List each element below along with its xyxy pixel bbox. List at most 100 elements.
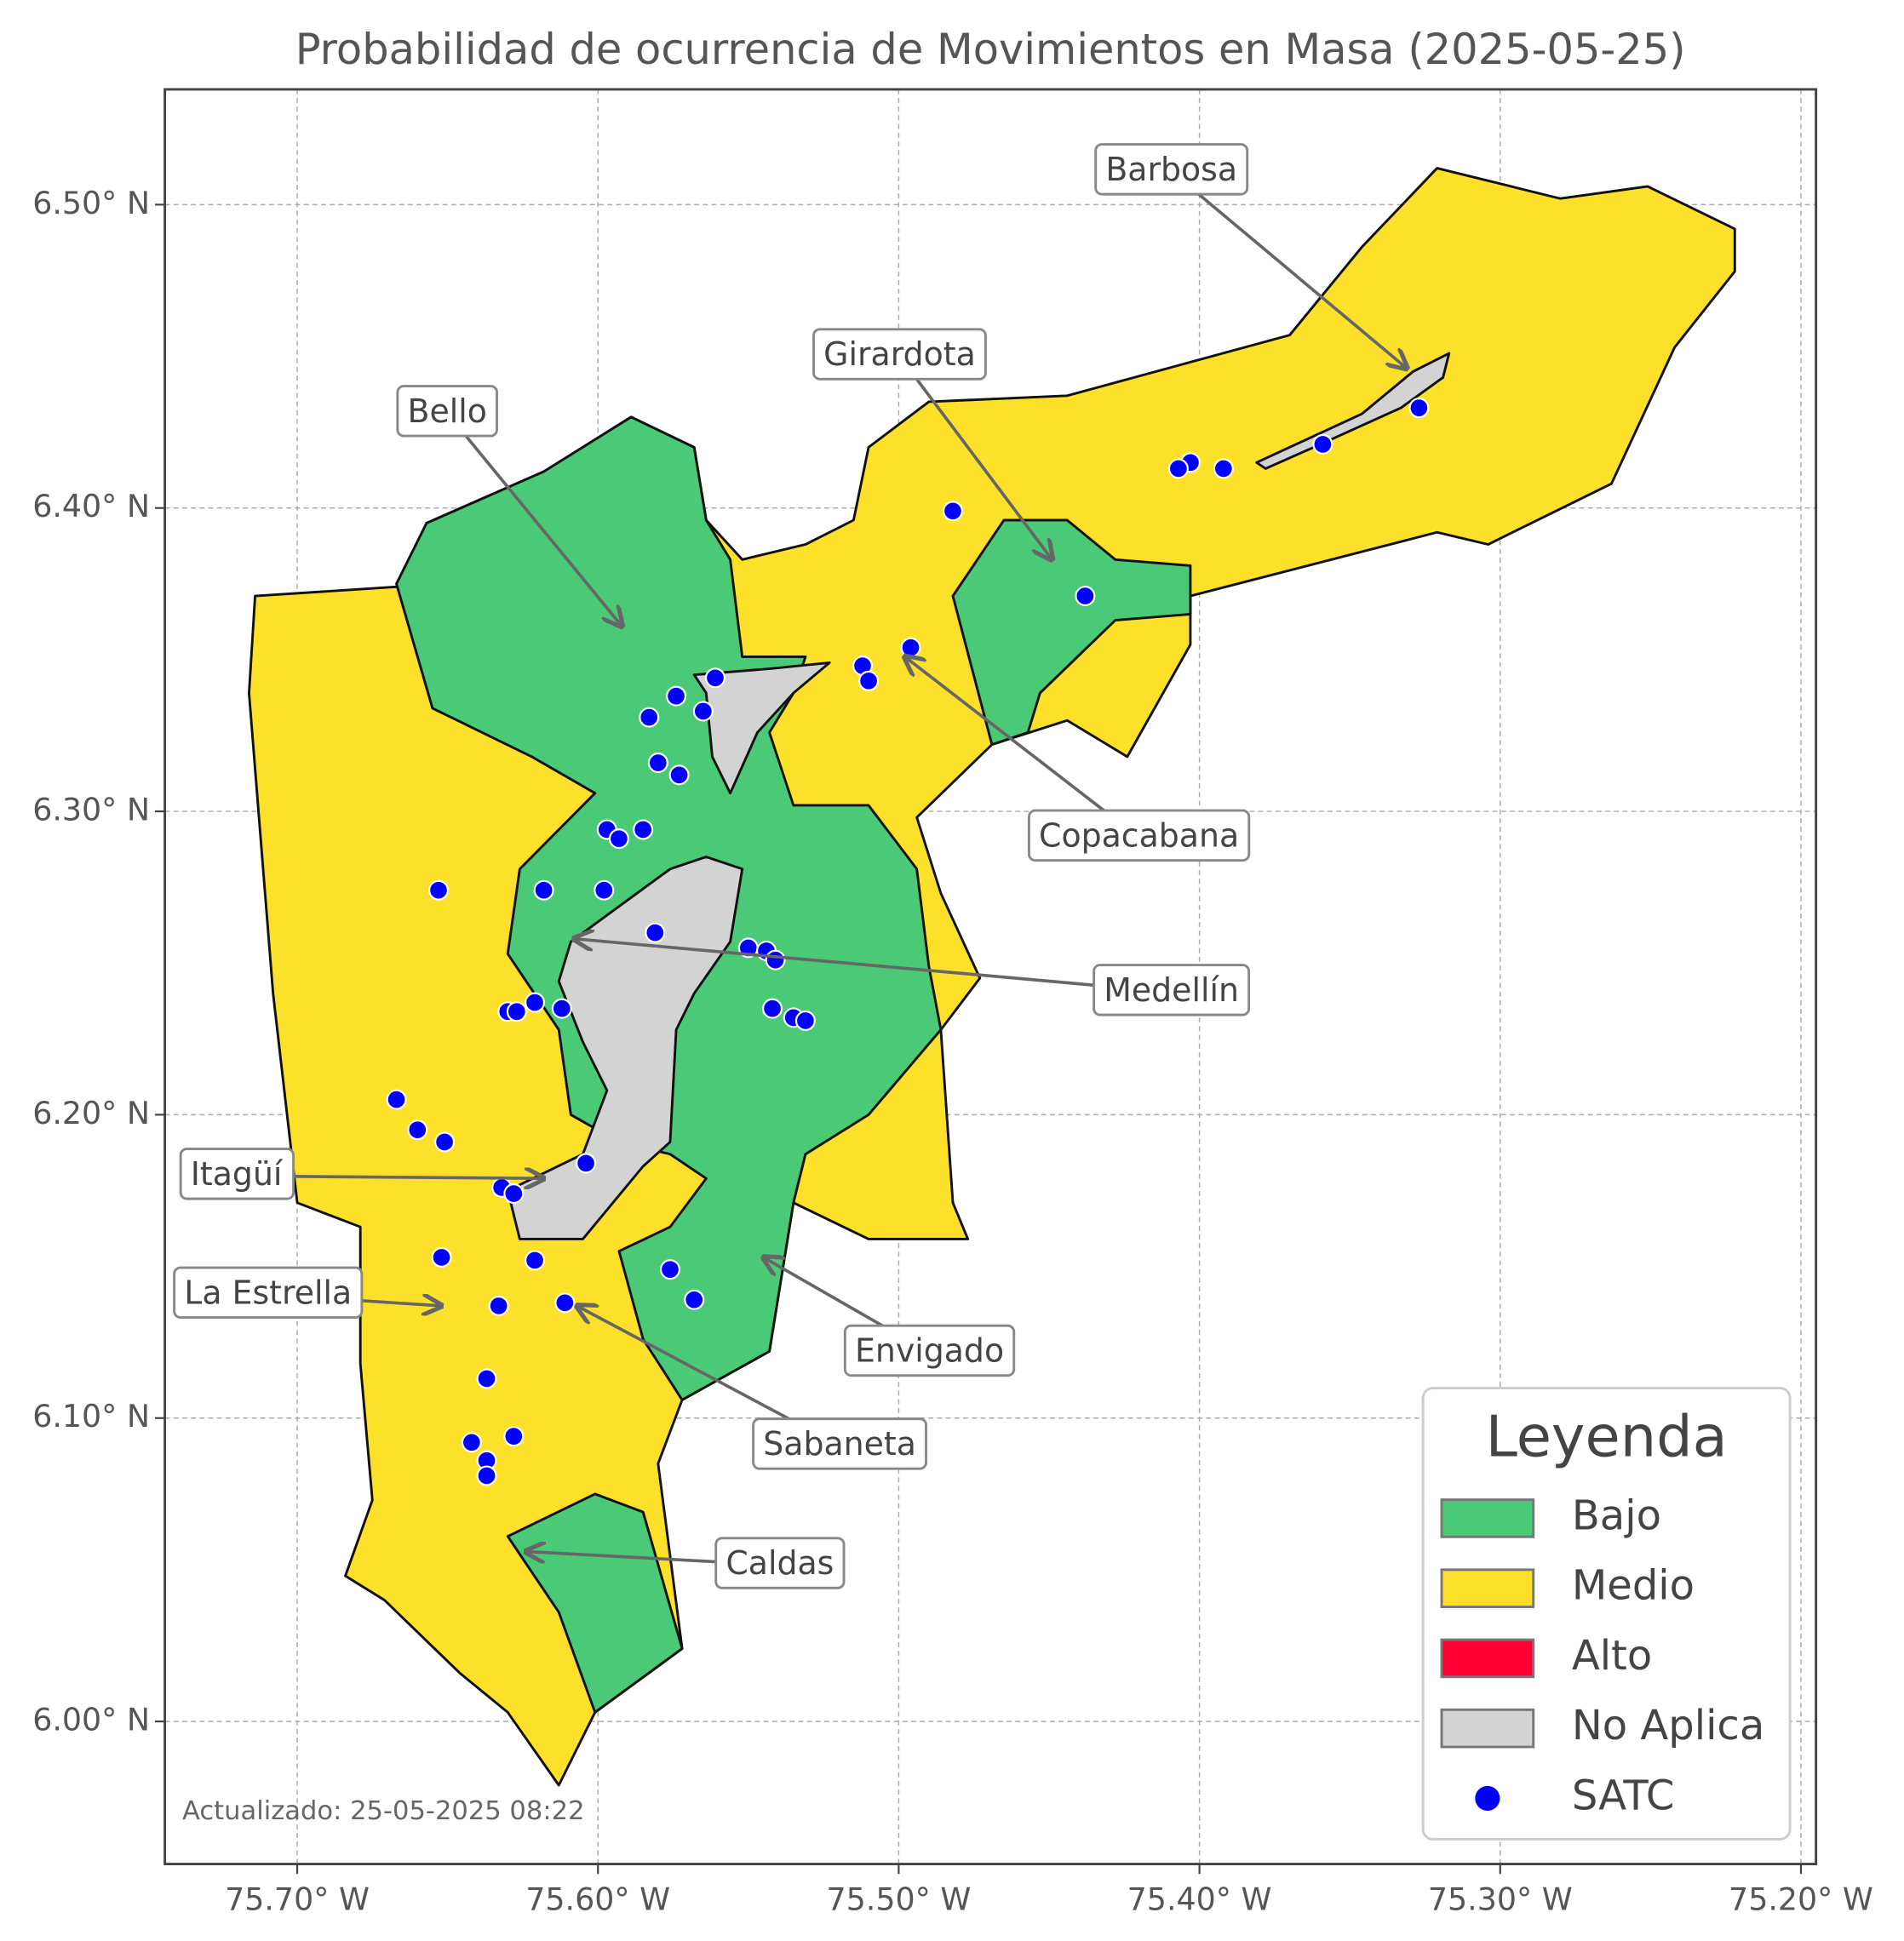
annotation: Girardota (812, 328, 987, 381)
satc-station (1408, 398, 1430, 419)
satc-station (488, 1295, 509, 1316)
annotation-box (173, 1266, 364, 1320)
update-note: Actualizado: 25-05-2025 08:22 (182, 1796, 585, 1826)
satc-station (942, 501, 963, 522)
satc-station (428, 879, 450, 901)
annotation-label: La Estrella (184, 1274, 352, 1311)
satc-station (794, 1010, 816, 1031)
annotation-box (1093, 964, 1251, 1016)
annotation-label: Caldas (725, 1544, 834, 1582)
annotation-box (843, 1324, 1016, 1377)
satc-station (386, 1089, 407, 1110)
satc-station (704, 667, 725, 689)
y-tick-label: 6.00° N (32, 1702, 150, 1738)
annotation-box (714, 1537, 846, 1589)
y-tick-label: 6.50° N (32, 185, 150, 221)
annotation-label: Medellín (1104, 971, 1239, 1009)
annotation: Barbosa (1094, 143, 1249, 196)
region (506, 856, 744, 1240)
annotation: La Estrella (173, 1266, 364, 1320)
annotation-arrow (898, 355, 1052, 560)
satc-station (668, 764, 690, 786)
satc-station (692, 701, 714, 722)
satc-station (503, 1426, 525, 1447)
annotation-box (1094, 143, 1249, 196)
satc-station (900, 637, 921, 658)
annotation: Copacabana (1027, 809, 1251, 862)
annotation-box (812, 328, 987, 381)
satc-station (503, 1183, 525, 1205)
legend-title: Leyenda (1486, 1403, 1728, 1469)
satc-station (525, 1250, 546, 1271)
satc-station (434, 1131, 456, 1153)
satc-station (684, 1289, 705, 1310)
satc-station (608, 828, 629, 850)
annotation-label: Bello (408, 392, 487, 430)
annotation: Medellín (1093, 964, 1251, 1016)
satc-station (431, 1246, 452, 1268)
satc-station (666, 685, 687, 707)
satc-station (659, 1259, 680, 1280)
satc-station (858, 670, 880, 691)
annotation-arrow (904, 656, 1140, 839)
satc-station (633, 819, 654, 840)
legend-swatch (1440, 1568, 1535, 1608)
x-tick-label: 75.40° W (1127, 1881, 1272, 1918)
annotation-arrow (445, 412, 622, 626)
annotation-box (752, 1417, 928, 1470)
satc-station (407, 1119, 428, 1141)
region (1255, 352, 1451, 470)
satc-station (1312, 433, 1333, 455)
annotation: Bello (396, 385, 499, 438)
x-tick-label: 75.70° W (225, 1881, 370, 1918)
satc-station (765, 949, 786, 970)
satc-station (476, 1368, 497, 1389)
satc-station (476, 1465, 497, 1486)
annotation: Itagüí (179, 1148, 295, 1200)
legend-label: SATC (1572, 1772, 1675, 1819)
satc-station (1075, 586, 1096, 607)
annotation-label: Itagüí (191, 1155, 284, 1193)
satc-station (1167, 458, 1189, 479)
x-tick-label: 75.20° W (1729, 1881, 1873, 1918)
legend-label: Alto (1572, 1632, 1652, 1680)
plot-frame (163, 88, 1818, 1866)
annotation-label: Sabaneta (763, 1425, 916, 1463)
x-tick-label: 75.60° W (525, 1881, 670, 1918)
y-tick-label: 6.20° N (32, 1095, 150, 1131)
satc-station (554, 1292, 576, 1314)
chart-title: Probabilidad de ocurrencia de Movimiento… (295, 25, 1686, 74)
annotation-box (1027, 809, 1251, 862)
y-tick-label: 6.40° N (32, 488, 150, 524)
x-tick-label: 75.50° W (826, 1881, 971, 1918)
annotation-label: Girardota (823, 335, 976, 373)
annotation-arrow (574, 939, 1172, 994)
legend-swatch (1440, 1638, 1535, 1679)
satc-station (576, 1153, 597, 1174)
legend-label: No Aplica (1572, 1702, 1764, 1749)
y-tick-label: 6.30° N (32, 792, 150, 828)
region (506, 1492, 684, 1714)
region (951, 518, 1192, 747)
annotation-label: Envigado (855, 1331, 1004, 1369)
satc-station (525, 992, 546, 1013)
y-tick-label: 6.10° N (32, 1398, 150, 1434)
legend-label: Bajo (1572, 1492, 1661, 1539)
satc-station (461, 1432, 482, 1453)
satc-station (647, 753, 668, 774)
annotation-box (396, 385, 499, 438)
satc-station (533, 879, 554, 901)
satc-station (506, 1001, 527, 1022)
satc-station (594, 879, 615, 901)
annotation: Caldas (714, 1537, 846, 1589)
annotation-arrow (1170, 169, 1408, 368)
legend-marker (1475, 1785, 1500, 1811)
annotation-box (179, 1148, 295, 1200)
satc-station (645, 922, 666, 943)
satc-station (1213, 458, 1234, 479)
legend-swatch (1440, 1498, 1535, 1538)
x-tick-label: 75.30° W (1428, 1881, 1573, 1918)
satc-station (639, 707, 660, 728)
satc-station (551, 998, 572, 1019)
